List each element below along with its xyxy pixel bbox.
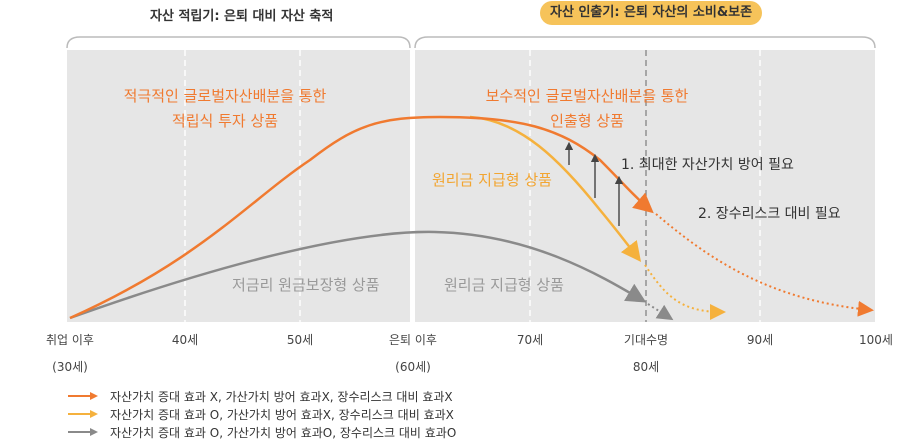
- legend-arrow-yellow-icon: [68, 410, 98, 418]
- tick-retire: 은퇴 이후: [389, 333, 437, 347]
- withdrawal-product-label: 보수적인 글로벌자산배분을 통한 인출형 상품: [472, 84, 702, 134]
- withdrawal-phase-badge: 자산 인출기: 은퇴 자산의 소비&보존: [540, 1, 763, 25]
- tick-50: 50세: [286, 333, 314, 347]
- accumulation-product-label: 적극적인 글로벌자산배분을 통한 적립식 투자 상품: [110, 84, 340, 134]
- sub-expected-age: 80세: [632, 360, 660, 374]
- age-gridlines: [184, 50, 761, 322]
- sub-retire-age: (60세): [395, 360, 431, 374]
- accumulation-product-line-2: 적립식 투자 상품: [171, 112, 279, 130]
- legend-label-gray: 자산가치 증대 효과 O, 가산가치 방어 효과O, 장수리스크 대비 효과O: [110, 425, 457, 440]
- withdrawal-bracket: [414, 36, 876, 49]
- accumulation-phase-label: 자산 적립기: 은퇴 대비 자산 축적: [150, 9, 334, 24]
- yellow-curve: [469, 115, 642, 262]
- gray-curve-dotted: [647, 303, 674, 321]
- tick-70: 70세: [516, 333, 544, 347]
- withdrawal-product-line-2: 인출형 상품: [550, 112, 624, 130]
- legend-arrow-orange-icon: [68, 392, 98, 400]
- principal-payment-label-yellow: 원리금 지급형 상품: [432, 171, 552, 189]
- need-value-defense-label: 1. 최대한 자산가치 방어 필요: [621, 157, 794, 173]
- tick-expected: 기대수명: [623, 333, 669, 347]
- legend-label-yellow: 자산가치 증대 효과 O, 가산가치 방어 효과X, 장수리스크 대비 효과X: [110, 407, 454, 422]
- orange-curve: [69, 115, 654, 320]
- gray-curve: [69, 230, 647, 320]
- legend-label-orange: 자산가치 증대 효과 X, 가산가치 방어 효과X, 장수리스크 대비 효과X: [110, 389, 453, 404]
- withdrawal-panel: [415, 50, 875, 322]
- accumulation-bracket: [66, 36, 411, 49]
- legend-item-gray: 자산가치 증대 효과 O, 가산가치 방어 효과O, 장수리스크 대비 효과O: [68, 424, 456, 440]
- value-defense-arrows: [564, 141, 624, 226]
- orange-curve-dotted: [655, 213, 874, 317]
- tick-40: 40세: [171, 333, 199, 347]
- accumulation-product-line-1: 적극적인 글로벌자산배분을 통한: [123, 87, 327, 105]
- low-rate-guaranteed-label: 저금리 원금보장형 상품: [232, 276, 380, 294]
- legend-item-orange: 자산가치 증대 효과 X, 가산가치 방어 효과X, 장수리스크 대비 효과X: [68, 388, 453, 404]
- principal-payment-label-gray: 원리금 지급형 상품: [444, 276, 564, 294]
- tick-100: 100세: [859, 333, 893, 347]
- need-longevity-label: 2. 장수리스크 대비 필요: [698, 206, 841, 222]
- sub-start-age: (30세): [52, 360, 88, 374]
- legend-arrow-gray-icon: [68, 428, 98, 436]
- withdrawal-product-line-1: 보수적인 글로벌자산배분을 통한: [485, 87, 689, 105]
- legend-item-yellow: 자산가치 증대 효과 O, 가산가치 방어 효과X, 장수리스크 대비 효과X: [68, 406, 454, 422]
- tick-90: 90세: [746, 333, 774, 347]
- accumulation-panel: [67, 50, 410, 322]
- tick-start: 취업 이후: [46, 333, 94, 347]
- yellow-curve-dotted: [644, 264, 726, 320]
